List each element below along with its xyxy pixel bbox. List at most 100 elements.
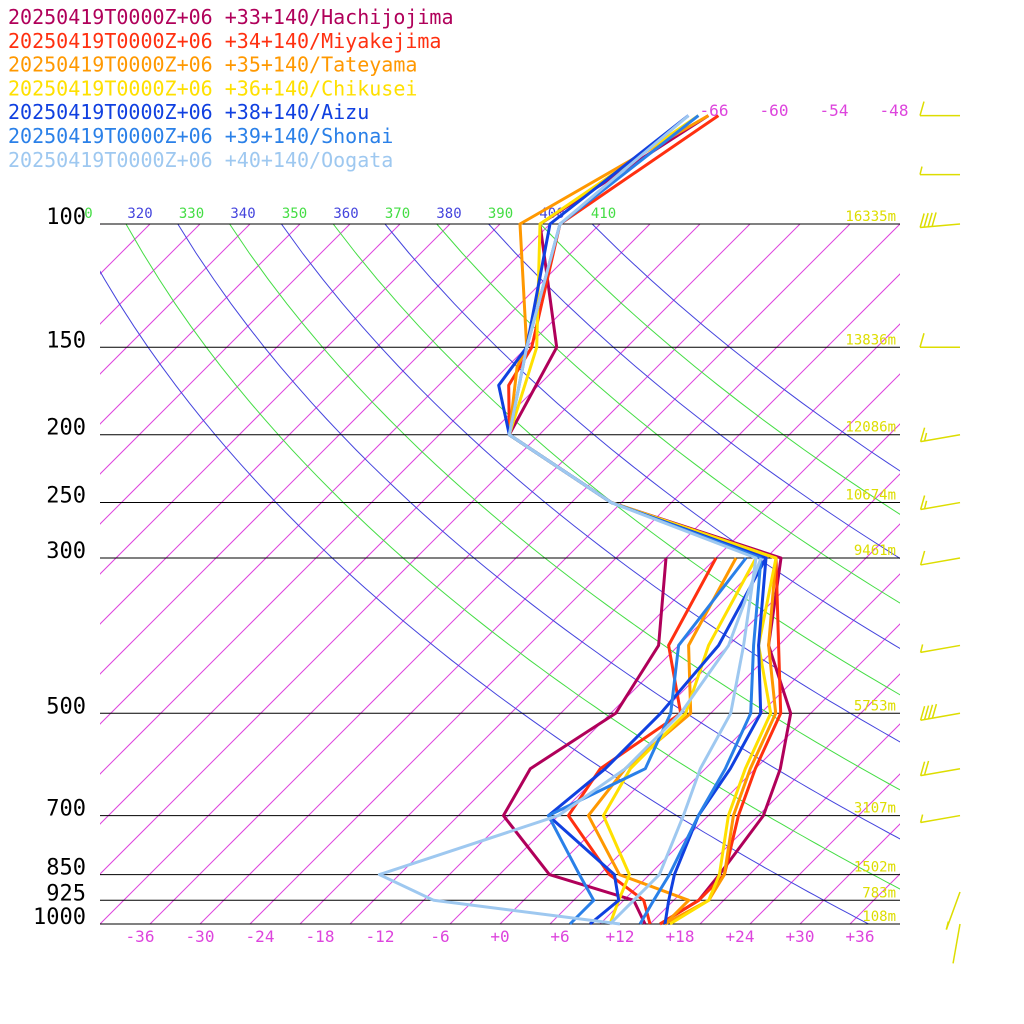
temperature-tick-label: -6 (430, 927, 449, 946)
temperature-line (507, 114, 758, 926)
isobar-lines (100, 223, 900, 925)
dewpoint-line (586, 557, 738, 926)
legend: 20250419T0000Z+06 +33+140/Hachijojima 202… (8, 5, 454, 172)
wind-barb-flag (931, 212, 937, 227)
pressure-label: 200 (46, 416, 86, 441)
pressure-label: 500 (46, 694, 86, 719)
legend-entry: 20250419T0000Z+06 +39+140/Shonai (8, 124, 393, 148)
dewpoint-line (566, 557, 718, 925)
wind-barb (945, 891, 961, 930)
isotherm-line (100, 224, 301, 425)
wind-barb-flag (919, 213, 925, 228)
pressure-label: 300 (46, 539, 86, 564)
isotherm-line (100, 224, 251, 375)
legend-entry: 20250419T0000Z+06 +38+140/Aizu (8, 100, 369, 124)
isotherm-line (549, 573, 900, 924)
sounding-series (377, 114, 793, 926)
temperature-tick-labels: -36 -30 -24 -18 -12 -6 +0 +6 +12 +18 +24 +30 +36 (126, 927, 875, 946)
wind-barb-staff (920, 767, 961, 777)
wind-barb (919, 101, 960, 117)
wind-barb (919, 760, 961, 777)
temperature-line (497, 114, 768, 925)
isotherm-line (399, 423, 900, 924)
height-label: 10674m (845, 488, 896, 504)
wind-barb-staff (920, 557, 961, 566)
wind-barb (919, 550, 961, 566)
temperature-tick-label: -30 (186, 927, 215, 946)
dry-adiabat-label: 320 (127, 206, 152, 222)
wind-barb-flag (919, 427, 926, 442)
wind-barb (919, 427, 961, 443)
temperature-tick-label: -18 (306, 927, 335, 946)
wind-barb-staff (920, 433, 961, 443)
dry-adiabat-line (591, 224, 900, 472)
dewpoint-line (377, 557, 763, 926)
wind-barb-flag (923, 760, 930, 776)
height-label: 3107m (854, 801, 896, 817)
wind-barb-staff (920, 712, 961, 721)
isotherm-line (100, 224, 401, 525)
temperature-tick-label: +24 (726, 927, 755, 946)
temperature-tick-label: -24 (246, 927, 275, 946)
wind-barb-flag (919, 761, 926, 776)
temperature-tick-label: +12 (606, 927, 635, 946)
temperature-tick-label: -36 (126, 927, 155, 946)
isotherm-line (599, 623, 900, 924)
temperature-tick-label: +0 (490, 927, 509, 946)
height-labels: 16335m 13836m 12086m 10674m 9461m 5753m 3107m 1… (845, 209, 896, 925)
wind-barb-staff (920, 501, 961, 511)
isotherm-line (0, 224, 50, 924)
isotherm-line (100, 224, 351, 475)
wind-barb-flag (923, 705, 930, 720)
dry-adiabat-line (332, 224, 900, 696)
height-label: 12086m (845, 420, 896, 436)
pressure-label: 700 (46, 797, 86, 822)
temperature-tick-label: +6 (550, 927, 569, 946)
isotherm-line (249, 273, 900, 924)
dry-adiabat-label: 0 (84, 206, 92, 222)
legend-entry: 20250419T0000Z+06 +36+140/Chikusei (8, 76, 417, 100)
dry-adiabat-line (229, 224, 900, 791)
wind-barb-half-flag (923, 500, 928, 509)
dewpoint-line (546, 557, 748, 926)
isotherm-line (199, 224, 900, 924)
isotherm-line (899, 923, 900, 924)
wind-barb-flag (923, 212, 929, 228)
dry-adiabat-label: 380 (436, 206, 461, 222)
wind-barb-half-flag (919, 644, 924, 653)
upper-isotherm-labels: -66 -60 -54 -48 (700, 101, 909, 120)
wind-barb-half-flag (919, 814, 924, 823)
isotherm-line (699, 723, 900, 924)
upper-isotherm-label: -60 (760, 101, 789, 120)
isotherm-line (499, 523, 900, 924)
wind-barb-staff (952, 923, 961, 964)
height-label: 1502m (854, 860, 896, 876)
dry-adiabat-label: 350 (282, 206, 307, 222)
dry-adiabat-label: 340 (230, 206, 255, 222)
temperature-line (507, 114, 778, 926)
height-label: 13836m (845, 332, 896, 348)
wind-barb (919, 644, 961, 654)
legend-entry: 20250419T0000Z+06 +33+140/Hachijojima (8, 5, 454, 29)
temperature-tick-label: +18 (666, 927, 695, 946)
height-label: 9461m (854, 543, 896, 559)
isotherm-line (299, 323, 900, 924)
wind-barb (919, 495, 961, 511)
upper-isotherm-label: -48 (880, 101, 909, 120)
isotherm-line (100, 224, 601, 725)
dry-adiabat-line (280, 224, 900, 743)
pressure-label: 925 (46, 881, 86, 906)
wind-barb (919, 212, 961, 229)
wind-barb-flag (919, 706, 926, 721)
temperature-tick-label: +36 (846, 927, 875, 946)
legend-entry: 20250419T0000Z+06 +35+140/Tateyama (8, 53, 417, 77)
pressure-label: 850 (46, 856, 86, 881)
height-label: 5753m (854, 698, 896, 714)
isotherm-line (100, 224, 801, 924)
upper-isotherm-label: -54 (820, 101, 849, 120)
wind-barb (919, 703, 961, 721)
pressure-label: 100 (46, 205, 86, 230)
wind-barb-staff (920, 814, 961, 824)
